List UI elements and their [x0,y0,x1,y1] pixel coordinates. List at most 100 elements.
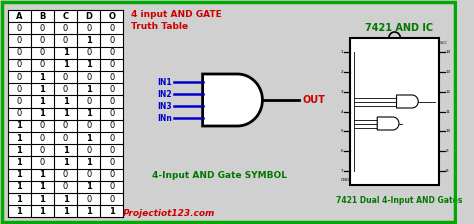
Text: 1: 1 [17,121,22,130]
Text: 0: 0 [17,73,22,82]
Text: 0: 0 [40,146,45,155]
Text: 1: 1 [63,158,69,167]
Text: 0: 0 [63,85,68,94]
Text: 1: 1 [63,146,69,155]
Text: 1: 1 [63,48,69,57]
Text: 10: 10 [446,129,451,133]
Bar [8,10,124,218]
Text: 0: 0 [109,60,115,69]
Text: 1: 1 [39,170,46,179]
Polygon shape [202,74,263,126]
Text: 0: 0 [63,24,68,33]
Text: 1: 1 [17,195,22,204]
Text: 7: 7 [341,169,344,173]
Text: 1: 1 [63,195,69,204]
Text: 3: 3 [341,90,344,94]
Text: 0: 0 [109,170,115,179]
Text: IN2: IN2 [157,90,172,99]
Text: 0: 0 [40,121,45,130]
Text: 0: 0 [17,24,22,33]
Text: INn: INn [157,114,172,123]
Text: Projectiot123.com: Projectiot123.com [123,209,215,218]
Text: 1: 1 [17,207,22,216]
Text: 4 input AND GATE: 4 input AND GATE [131,9,222,19]
Text: 6: 6 [341,149,344,153]
Text: 0: 0 [109,109,115,118]
Text: 0: 0 [40,24,45,33]
Text: 1: 1 [39,207,46,216]
Text: 1: 1 [63,97,69,106]
Text: 2: 2 [341,70,344,74]
Text: 1: 1 [86,109,91,118]
Text: 0: 0 [86,73,91,82]
Text: 4-Input AND Gate SYMBOL: 4-Input AND Gate SYMBOL [153,170,287,179]
Bar [350,38,439,185]
Text: 1: 1 [86,182,91,191]
Text: 0: 0 [17,97,22,106]
Text: 1: 1 [39,97,46,106]
Text: 1: 1 [17,170,22,179]
Text: 1: 1 [39,182,46,191]
Text: 1: 1 [17,158,22,167]
Text: 0: 0 [17,109,22,118]
Text: 9: 9 [446,149,448,153]
Text: 0: 0 [109,158,115,167]
Text: 0: 0 [86,97,91,106]
Text: 12: 12 [446,90,451,94]
Text: 1: 1 [86,158,91,167]
Text: 0: 0 [17,48,22,57]
Text: 0: 0 [109,182,115,191]
Text: 7421 Dual 4-Input AND Gates: 7421 Dual 4-Input AND Gates [336,196,463,205]
Text: 0: 0 [17,60,22,69]
Text: 1: 1 [86,134,91,143]
Text: 14: 14 [446,50,451,54]
Text: 0: 0 [63,36,68,45]
Text: 0: 0 [63,121,68,130]
Text: 0: 0 [109,24,115,33]
Text: 1: 1 [63,109,69,118]
Text: GND: GND [340,178,349,182]
Text: 0: 0 [17,85,22,94]
Text: 0: 0 [109,146,115,155]
Text: 1: 1 [63,60,69,69]
Text: 0: 0 [40,48,45,57]
Text: 1: 1 [86,85,91,94]
Text: 0: 0 [86,24,91,33]
Text: 1: 1 [63,207,69,216]
Text: 0: 0 [109,36,115,45]
Text: 0: 0 [109,48,115,57]
Text: O: O [109,12,115,21]
Text: 1: 1 [39,109,46,118]
Text: 0: 0 [40,36,45,45]
Text: 0: 0 [63,170,68,179]
Text: Truth Table: Truth Table [131,22,188,30]
Text: 0: 0 [63,73,68,82]
Text: 1: 1 [17,146,22,155]
Text: C: C [63,12,69,21]
Text: 13: 13 [446,70,451,74]
Text: D: D [85,12,92,21]
Text: 7421 AND IC: 7421 AND IC [365,23,434,33]
Text: 0: 0 [109,97,115,106]
Text: 1: 1 [86,207,91,216]
Text: 1: 1 [86,36,91,45]
Text: 0: 0 [86,146,91,155]
Text: 0: 0 [40,158,45,167]
Text: 0: 0 [86,170,91,179]
Polygon shape [377,117,399,130]
Text: 0: 0 [63,182,68,191]
Text: 1: 1 [109,207,115,216]
Text: 0: 0 [109,134,115,143]
Text: 0: 0 [86,195,91,204]
Text: 1: 1 [39,73,46,82]
Text: 4: 4 [341,110,344,114]
Text: 1: 1 [341,50,344,54]
Text: 1: 1 [86,60,91,69]
Polygon shape [397,95,418,108]
Text: 0: 0 [17,36,22,45]
Text: 1: 1 [17,134,22,143]
Text: 5: 5 [341,129,344,133]
Text: IN1: IN1 [157,78,172,86]
Text: 1: 1 [17,182,22,191]
Text: VCC: VCC [440,41,448,45]
